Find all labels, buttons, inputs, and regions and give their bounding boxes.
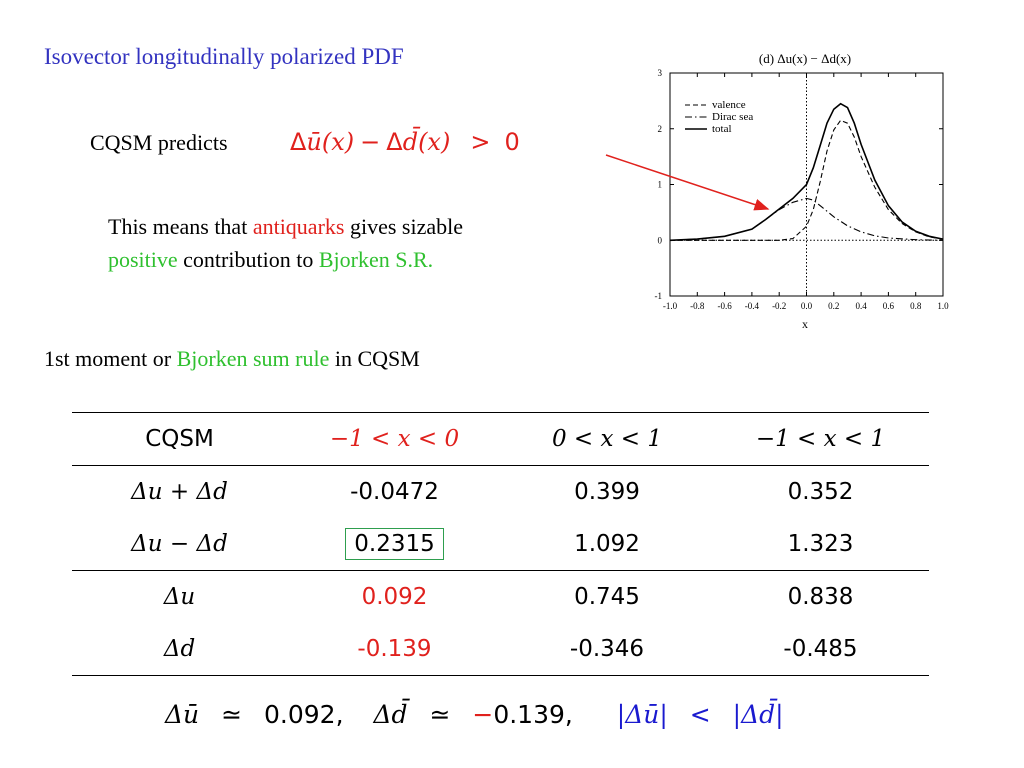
table-cell: -0.0472 (350, 479, 439, 505)
x-tick-label: 0.0 (801, 301, 813, 311)
series-layer (669, 102, 944, 242)
tick-labels: -1.0 -0.8 -0.6 -0.4 -0.2 0.0 0.2 0.4 0.6 0.8 1.0 -1… (655, 68, 950, 311)
legend-label: Dirac sea (712, 111, 753, 123)
delta-dbar: Δd̄ (373, 700, 408, 729)
y-tick-label: 2 (658, 124, 663, 134)
legend-label: valence (712, 99, 746, 111)
y-tick-label: 3 (658, 68, 663, 78)
argument-x: (x) (418, 128, 451, 156)
ubar-value: 0.092, (264, 700, 344, 729)
antiquarks-highlight: antiquarks (252, 214, 345, 239)
x-tick-label: -1.0 (663, 301, 678, 311)
meaning-text-1: This means that (108, 214, 248, 239)
header-cqsm: CQSM (72, 412, 287, 466)
y-tick-label: -1 (655, 291, 663, 301)
row-label: Δu + Δd (131, 479, 228, 505)
series-total (669, 102, 944, 242)
table-cell: 0.2315 (287, 518, 502, 571)
x-tick-label: -0.6 (717, 301, 732, 311)
ubar-symbol: ū (306, 128, 322, 156)
table-row: Δu + Δd -0.0472 0.399 0.352 (72, 466, 929, 519)
header-range-negative: −1 < x < 0 (287, 412, 502, 466)
table-row: Δd -0.139 -0.346 -0.485 (72, 623, 929, 676)
abs-dbar: |Δd̄| (732, 700, 784, 729)
table-cell: 1.323 (787, 531, 854, 557)
x-tick-label: 0.2 (828, 301, 839, 311)
table-cell: -0.485 (712, 623, 929, 676)
header-range-full: −1 < x < 1 (712, 412, 929, 466)
moment-text-1: 1st moment or (44, 346, 172, 371)
x-tick-label: -0.8 (690, 301, 705, 311)
x-tick-label: -0.4 (745, 301, 760, 311)
table-header-row: CQSM −1 < x < 0 0 < x < 1 −1 < x < 1 (72, 412, 929, 466)
reference-lines (670, 73, 943, 296)
abs-ubar: |Δū| (616, 700, 668, 729)
prediction-formula: Δū(x) − Δd̄(x) >0 (290, 128, 520, 157)
results-table: CQSM −1 < x < 0 0 < x < 1 −1 < x < 1 Δu … (72, 412, 929, 676)
dbar-value: 0.139, (493, 700, 573, 729)
table-cell: 1.092 (574, 531, 640, 557)
highlighted-value-box: 0.2315 (345, 528, 444, 560)
table-row: Δu − Δd 0.2315 1.092 1.323 (72, 518, 929, 571)
approx-sign: ≃ (221, 700, 243, 729)
greater-than: > (470, 128, 491, 156)
table-cell: 0.745 (502, 570, 712, 623)
minus-sign: − (360, 128, 381, 156)
table-cell: 0.399 (574, 479, 640, 505)
table-cell: -0.139 (287, 623, 502, 676)
y-tick-label: 1 (658, 180, 663, 190)
moment-heading: 1st moment or Bjorken sum rule in CQSM (44, 346, 420, 372)
slide-title: Isovector longitudinally polarized PDF (44, 44, 404, 69)
bjorken-sr-highlight: Bjorken S.R. (318, 247, 434, 272)
row-label: Δd (72, 623, 287, 676)
moment-text-2: in CQSM (334, 346, 420, 371)
meaning-paragraph: This means that antiquarks gives sizable… (108, 210, 463, 276)
x-tick-label: 1.0 (937, 301, 949, 311)
table-cell: -0.346 (502, 623, 712, 676)
delta-symbol: Δ (290, 128, 307, 156)
zero: 0 (504, 128, 520, 156)
bottom-formula: Δū ≃ 0.092, Δd̄ ≃ −0.139, |Δū| < |Δd̄| (165, 700, 784, 729)
positive-highlight: positive (108, 247, 178, 272)
pdf-plot: (d) Δu(x) − Δd(x) -1.0 -0.8 -0.6 -0.4 -0.2 0.… (655, 51, 950, 331)
table-cell: 0.092 (287, 570, 502, 623)
x-axis-label: x (802, 317, 808, 331)
y-tick-label: 0 (658, 235, 663, 245)
x-tick-label: 0.4 (855, 301, 867, 311)
x-tick-label: -0.2 (772, 301, 786, 311)
dbar-symbol: d̄ (402, 128, 419, 156)
series-valence (670, 119, 944, 241)
meaning-text-3: contribution to (183, 247, 314, 272)
delta-symbol: Δ (386, 128, 403, 156)
chart-title: (d) Δu(x) − Δd(x) (759, 51, 851, 66)
less-than: < (689, 700, 711, 729)
meaning-text-2: gives sizable (349, 214, 463, 239)
argument-x: (x) (321, 128, 355, 156)
row-label: Δu − Δd (131, 531, 228, 557)
negative-sign: − (472, 700, 494, 729)
row-label: Δu (72, 570, 287, 623)
table-row: Δu 0.092 0.745 0.838 (72, 570, 929, 623)
bjorken-sum-rule-highlight: Bjorken sum rule (176, 346, 330, 371)
table-cell: 0.352 (787, 479, 854, 505)
header-range-positive: 0 < x < 1 (502, 412, 712, 466)
table-cell: 0.838 (712, 570, 929, 623)
x-tick-label: 0.6 (883, 301, 895, 311)
delta-ubar: Δū (165, 700, 200, 729)
x-tick-label: 0.8 (910, 301, 922, 311)
approx-sign: ≃ (429, 700, 451, 729)
legend-label: total (712, 123, 732, 135)
cqsm-predicts-label: CQSM predicts (90, 130, 228, 155)
